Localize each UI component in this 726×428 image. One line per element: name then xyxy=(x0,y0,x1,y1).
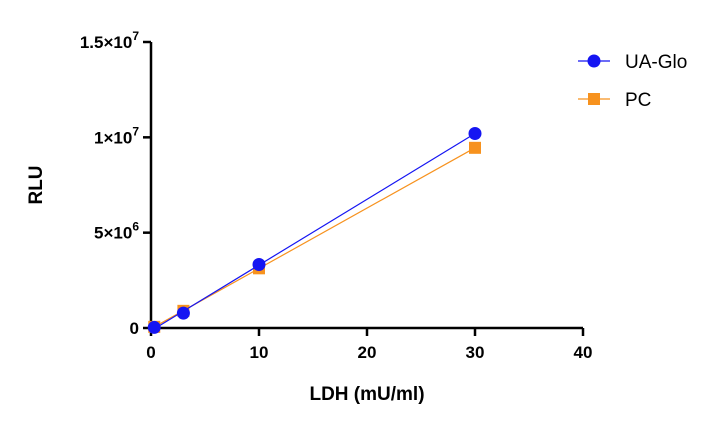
x-tick-label: 10 xyxy=(250,343,269,362)
legend-label: PC xyxy=(625,90,651,111)
data-point-ua-glo xyxy=(252,258,266,272)
legend-marker xyxy=(588,93,600,105)
y-ticks: 0 5×106 1×107 1.5×107 xyxy=(80,29,151,338)
series-layer xyxy=(147,127,482,334)
y-tick-label: 0 xyxy=(130,319,139,338)
series-line-ua-glo xyxy=(153,133,476,330)
data-point-ua-glo xyxy=(468,127,482,141)
legend: UA-Glo PC xyxy=(578,52,687,111)
series-pc xyxy=(148,141,481,333)
legend-marker xyxy=(587,54,601,68)
y-tick-label: 1.5×107 xyxy=(80,29,139,52)
x-ticks: 0 10 20 30 40 xyxy=(146,328,592,362)
y-tick-label: 1×107 xyxy=(94,124,139,147)
x-tick-label: 0 xyxy=(146,343,155,362)
axes: 0 10 20 30 40 0 5×106 1×107 1.5×107 xyxy=(80,29,593,362)
series-line-pc xyxy=(153,147,476,328)
y-axis-title: RLU xyxy=(26,165,47,204)
legend-label: UA-Glo xyxy=(625,52,687,73)
y-tick-label: 5×106 xyxy=(94,220,139,243)
legend-item-ua-glo: UA-Glo xyxy=(578,52,687,73)
data-point-pc xyxy=(469,141,481,154)
x-tick-label: 30 xyxy=(466,343,485,362)
data-point-ua-glo xyxy=(176,306,190,320)
x-axis-title: LDH (mU/ml) xyxy=(309,384,424,405)
x-tick-label: 40 xyxy=(574,343,593,362)
series-ua-glo xyxy=(147,127,482,334)
legend-item-pc: PC xyxy=(578,90,651,111)
x-tick-label: 20 xyxy=(358,343,377,362)
data-point-ua-glo xyxy=(147,320,161,334)
